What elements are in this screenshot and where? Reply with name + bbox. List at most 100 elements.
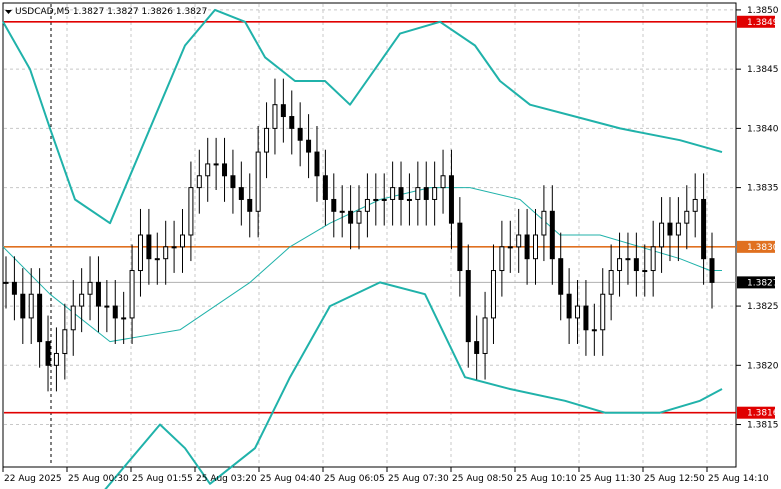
candle-body (196, 175, 202, 189)
candle-body (684, 210, 690, 224)
candle-body (642, 270, 648, 273)
price-tick-label: 1.3820 (747, 361, 779, 371)
candle-body (331, 198, 337, 212)
price-tick-label: 1.3840 (747, 124, 779, 134)
candle-body (163, 246, 169, 260)
time-tick-label: 25 Aug 07:30 (388, 474, 449, 484)
lower-band (104, 281, 723, 489)
time-tick-label: 25 Aug 01:55 (132, 474, 193, 484)
candle-body (20, 293, 26, 319)
candle-body (507, 246, 513, 249)
level-price-label: 1.3849 (747, 18, 779, 28)
candle-body (364, 198, 370, 212)
candle-body (129, 270, 135, 319)
candle-body (709, 258, 715, 283)
candle-body (180, 234, 185, 248)
chart-header: USDCAD,M5 1.3827 1.3827 1.3826 1.3827 (5, 7, 207, 17)
candle-body (675, 222, 681, 236)
candle-body (79, 293, 85, 307)
candle-body (465, 270, 471, 343)
candle-body (230, 175, 236, 189)
candle-body (280, 104, 286, 118)
price-tick-label: 1.3825 (747, 302, 779, 312)
candle-body (373, 198, 379, 201)
price-axis[interactable]: 1.3850 1.3845 1.3840 1.3835 1.3825 1.3820 1.38… (736, 6, 779, 431)
upper-band (2, 8, 723, 225)
candle-body (541, 210, 547, 236)
candle-body (314, 151, 320, 177)
candle-body (381, 198, 387, 201)
candle-body (87, 281, 93, 295)
candle-body (3, 281, 9, 284)
candle-body (238, 187, 244, 200)
time-axis[interactable]: 22 Aug 2025 25 Aug 00:30 25 Aug 01:55 25 Au… (2, 467, 769, 484)
level-price-tag (737, 15, 775, 28)
candle-body (423, 187, 429, 200)
time-tick-label: 25 Aug 12:50 (644, 474, 705, 484)
candle-body (297, 127, 303, 141)
candle-body (583, 305, 589, 331)
time-tick-label: 25 Aug 08:50 (452, 474, 513, 484)
candle-body (272, 104, 278, 129)
level-price-label: 1.3830 (747, 243, 779, 253)
candle-body (154, 258, 160, 261)
level-price-tag (737, 240, 775, 253)
candle-body (146, 234, 152, 260)
candle-body (121, 317, 127, 320)
candle-body (608, 270, 614, 295)
time-tick-label: 25 Aug 04:40 (260, 474, 321, 484)
candle-body (205, 163, 211, 177)
price-tick-label: 1.3815 (747, 421, 779, 431)
candle-body (188, 187, 194, 236)
candle-body (28, 293, 34, 319)
time-tick-label: 25 Aug 10:10 (516, 474, 577, 484)
candle-body (549, 210, 555, 260)
candle-body (348, 210, 354, 224)
candle-body (432, 187, 438, 200)
candle-body (104, 305, 110, 308)
level-price-tag (737, 406, 775, 419)
time-tick-label: 25 Aug 11:30 (580, 474, 641, 484)
candle-body (137, 234, 143, 272)
candle-body (247, 198, 253, 212)
candle-body (516, 234, 522, 248)
candle-body (659, 222, 665, 248)
candle-body (701, 198, 707, 260)
time-tick-label: 25 Aug 14:10 (708, 474, 769, 484)
plot-area[interactable] (2, 2, 737, 468)
candle-body (474, 341, 480, 354)
price-tick-label: 1.3845 (747, 65, 779, 75)
candle-body (398, 187, 404, 200)
candle-body (356, 210, 362, 224)
candle-body (633, 258, 639, 272)
candle-body (62, 329, 68, 354)
price-tick-label: 1.3850 (747, 6, 779, 16)
time-tick-label: 22 Aug 2025 (4, 474, 62, 484)
candle-body (11, 281, 17, 295)
candle-body (533, 234, 538, 260)
price-candles (3, 78, 715, 392)
candle-body (600, 293, 606, 331)
candle-body (650, 246, 656, 272)
candle-body (667, 222, 673, 236)
time-tick-label: 25 Aug 00:30 (68, 474, 129, 484)
candle-body (575, 305, 581, 319)
candle-body (490, 270, 496, 319)
candle-body (406, 198, 412, 201)
candle-body (617, 258, 623, 272)
time-tick-label: 25 Aug 06:05 (324, 474, 385, 484)
dropdown-triangle-icon[interactable] (5, 10, 12, 14)
candle-body (524, 234, 530, 260)
candle-body (70, 305, 76, 331)
candle-body (53, 352, 59, 366)
candle-body (692, 198, 698, 212)
candle-body (37, 293, 43, 343)
chart-title: USDCAD,M5 1.3827 1.3827 1.3826 1.3827 (15, 7, 207, 17)
candle-body (558, 258, 564, 295)
candle-body (625, 258, 631, 261)
candle-body (264, 127, 270, 153)
level-price-label: 1.3816 (747, 409, 779, 419)
candle-body (591, 329, 597, 332)
price-tick-label: 1.3835 (747, 184, 779, 194)
